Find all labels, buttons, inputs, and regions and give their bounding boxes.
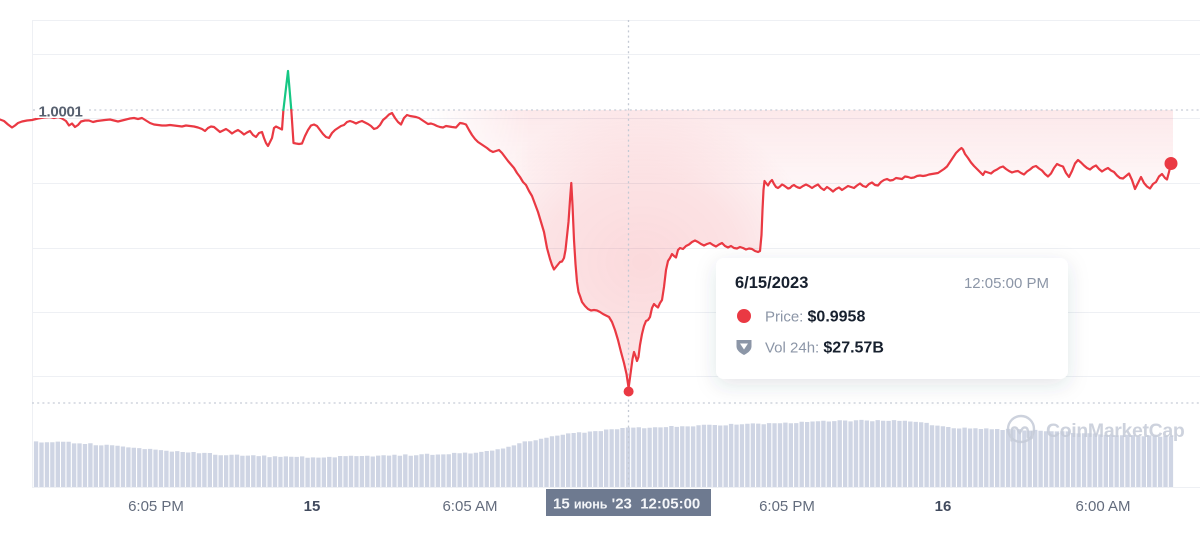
svg-text:15 июнь '23 12:05:00: 15 июнь '23 12:05:00	[553, 496, 700, 513]
svg-text:6:05 AM: 6:05 AM	[442, 498, 497, 515]
svg-text:12:05:00 PM: 12:05:00 PM	[964, 275, 1049, 292]
svg-text:6/15/2023: 6/15/2023	[735, 274, 808, 292]
svg-text:CoinMarketCap: CoinMarketCap	[1046, 420, 1185, 442]
svg-text:6:00 AM: 6:00 AM	[1075, 498, 1130, 515]
svg-text:1.0001: 1.0001	[39, 104, 83, 121]
svg-text:Vol 24h: $27.57B: Vol 24h: $27.57B	[765, 340, 884, 357]
svg-text:16: 16	[935, 498, 952, 515]
svg-text:15: 15	[304, 498, 321, 515]
svg-text:6:05 PM: 6:05 PM	[128, 498, 184, 515]
svg-text:Price: $0.9958: Price: $0.9958	[765, 309, 865, 326]
svg-text:6:05 PM: 6:05 PM	[759, 498, 815, 515]
